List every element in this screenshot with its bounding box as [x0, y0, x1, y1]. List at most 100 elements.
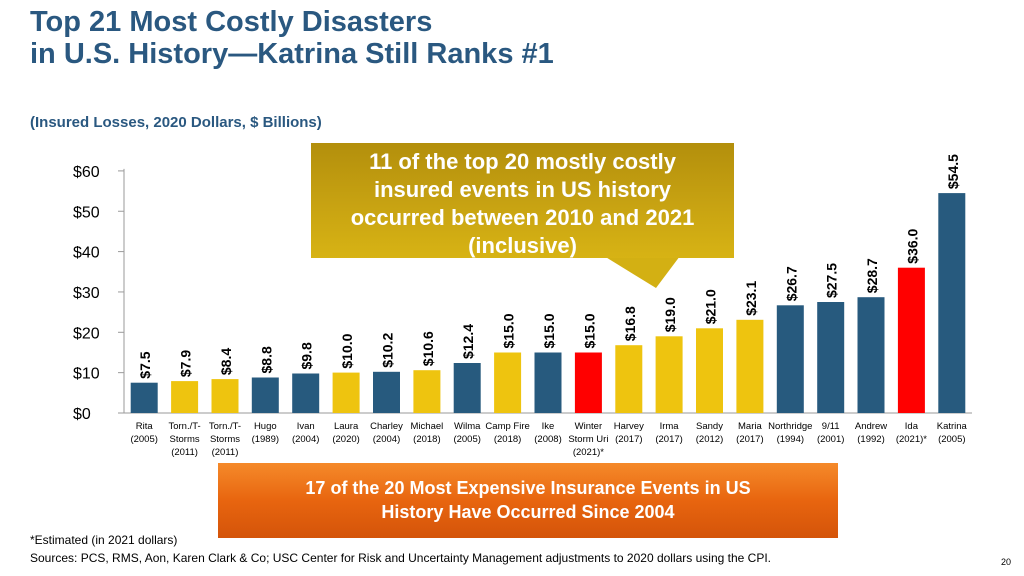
sources-note: Sources: PCS, RMS, Aon, Karen Clark & Co… — [30, 551, 772, 565]
bar-value-label: $16.8 — [622, 306, 638, 341]
bar — [857, 297, 885, 413]
title-line-1: Top 21 Most Costly Disasters — [30, 6, 433, 38]
x-tick-label: Hugo — [254, 421, 277, 432]
bar — [494, 352, 522, 413]
page-number: 20 — [1001, 557, 1012, 567]
bar-value-label: $10.6 — [420, 331, 436, 366]
bar-value-label: $7.5 — [137, 351, 153, 378]
callout-box: 11 of the top 20 mostly costly insured e… — [311, 143, 734, 258]
x-tick-label: (2017) — [736, 434, 763, 445]
x-tick-label: (2005) — [453, 434, 480, 445]
y-tick-label: $30 — [73, 285, 100, 302]
bar-value-label: $15.0 — [581, 313, 597, 348]
x-tick-label: (2011) — [171, 447, 198, 458]
y-tick-label: $40 — [73, 245, 100, 262]
y-tick-label: $60 — [73, 164, 100, 181]
y-tick-label: $0 — [73, 406, 91, 423]
x-tick-label: Ike — [542, 421, 555, 432]
bar-value-label: $23.1 — [743, 281, 759, 316]
x-tick-label: (2008) — [534, 434, 561, 445]
callout-line-1: 11 of the top 20 mostly costly — [369, 149, 676, 174]
x-tick-label: Charley — [370, 421, 403, 432]
x-tick-label: (2020) — [332, 434, 359, 445]
bar — [292, 373, 320, 413]
x-tick-label: Camp Fire — [485, 421, 529, 432]
bar — [615, 345, 643, 413]
bar — [817, 302, 845, 413]
bar-value-label: $19.0 — [662, 297, 678, 332]
y-tick-label: $50 — [73, 204, 100, 221]
x-tick-label: (2018) — [494, 434, 521, 445]
bar-value-label: $28.7 — [864, 258, 880, 293]
x-tick-label: (1992) — [857, 434, 884, 445]
x-tick-label: Storms — [170, 434, 200, 445]
bar — [332, 372, 360, 413]
title-line-2: in U.S. History—Katrina Still Ranks #1 — [30, 38, 554, 70]
bar — [413, 370, 441, 413]
x-tick-label: Storm Uri — [568, 434, 608, 445]
callout-line-4: (inclusive) — [468, 233, 577, 258]
x-tick-label: Sandy — [696, 421, 723, 432]
bar — [130, 382, 158, 413]
x-tick-label: (2011) — [212, 447, 239, 458]
x-tick-label: Torn./T- — [168, 421, 200, 432]
y-tick-label: $20 — [73, 325, 100, 342]
x-tick-label: (2005) — [938, 434, 965, 445]
bar — [574, 352, 602, 413]
x-tick-label: Irma — [660, 421, 680, 432]
x-tick-label: (2017) — [615, 434, 642, 445]
x-tick-label: Rita — [136, 421, 154, 432]
summary-banner: 17 of the 20 Most Expensive Insurance Ev… — [218, 463, 838, 538]
x-tick-label: (2004) — [292, 434, 319, 445]
bar — [251, 377, 279, 413]
summary-line-1: 17 of the 20 Most Expensive Insurance Ev… — [305, 478, 751, 498]
bar-value-label: $8.4 — [218, 348, 234, 375]
x-tick-label: Ivan — [297, 421, 315, 432]
callout-line-2: insured events in US history — [373, 177, 672, 202]
x-tick-label: Torn./T- — [209, 421, 241, 432]
x-tick-label: (2018) — [413, 434, 440, 445]
bar — [736, 319, 764, 413]
bar-value-label: $26.7 — [783, 266, 799, 301]
bar-value-label: $10.2 — [380, 333, 396, 368]
bar — [211, 379, 239, 413]
x-tick-label: Storms — [210, 434, 240, 445]
x-tick-label: (2021)* — [573, 447, 604, 458]
x-tick-label: (2017) — [655, 434, 682, 445]
bar-chart: $0 $10 $20 $30 $40 $50 $60 $7.5 Rita (2005) $7.9 To… — [73, 154, 972, 458]
x-tick-label: (2004) — [373, 434, 400, 445]
bar-value-label: $54.5 — [945, 154, 961, 189]
summary-line-2: History Have Occurred Since 2004 — [381, 502, 675, 522]
bar-value-label: $27.5 — [824, 263, 840, 298]
x-tick-label: Wilma — [454, 421, 481, 432]
bar — [696, 328, 723, 413]
bar — [776, 305, 804, 413]
x-tick-label: (1989) — [252, 434, 279, 445]
bar-value-label: $15.0 — [541, 313, 557, 348]
bar-value-label: $12.4 — [460, 324, 476, 359]
x-tick-label: Andrew — [855, 421, 887, 432]
bar — [453, 363, 481, 413]
bar — [897, 267, 925, 413]
x-tick-label: Ida — [905, 421, 919, 432]
bar — [534, 352, 562, 413]
x-tick-label: (2005) — [130, 434, 157, 445]
bar — [938, 193, 966, 413]
bar-value-label: $7.9 — [178, 350, 194, 377]
bar-value-label: $10.0 — [339, 333, 355, 368]
bar-value-label: $15.0 — [501, 313, 517, 348]
x-tick-label: Harvey — [614, 421, 644, 432]
x-tick-label: Winter — [575, 421, 602, 432]
x-tick-label: (1994) — [777, 434, 804, 445]
bar — [655, 336, 683, 413]
x-tick-label: Katrina — [937, 421, 968, 432]
bar-value-label: $21.0 — [703, 289, 719, 324]
bar-value-label: $36.0 — [904, 228, 920, 263]
y-tick-label: $10 — [73, 366, 100, 383]
x-tick-label: (2012) — [696, 434, 723, 445]
bar — [171, 381, 199, 413]
footnote: *Estimated (in 2021 dollars) — [30, 533, 178, 547]
page-title: Top 21 Most Costly Disasters in U.S. His… — [30, 6, 554, 70]
x-tick-label: Maria — [738, 421, 762, 432]
callout-line-3: occurred between 2010 and 2021 — [350, 205, 695, 230]
